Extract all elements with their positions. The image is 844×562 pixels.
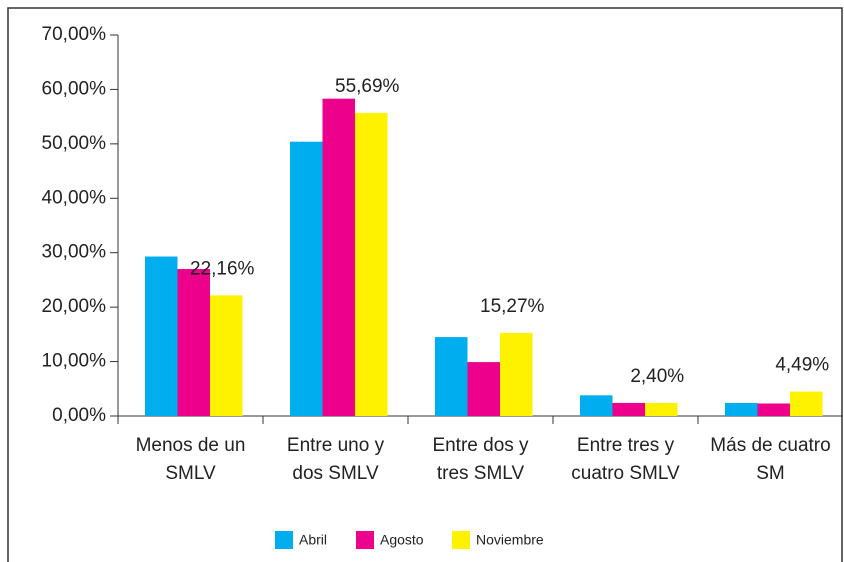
legend-swatch (452, 531, 470, 549)
bar (645, 402, 678, 416)
x-tick-label: tres SMLV (437, 463, 525, 484)
y-tick-label: 10,00% (42, 351, 107, 372)
bar (355, 112, 388, 417)
legend-swatch (275, 531, 293, 549)
x-tick-label: SM (756, 463, 785, 484)
legend-label: Agosto (380, 532, 424, 548)
y-tick-label: 0,00% (52, 405, 106, 426)
bar (210, 295, 243, 416)
bar (322, 98, 355, 416)
y-tick-label: 50,00% (42, 133, 107, 154)
frame (7, 7, 843, 562)
x-tick-label: SMLV (165, 463, 216, 484)
bar (145, 256, 178, 416)
x-tick-label: cuatro SMLV (571, 463, 680, 484)
x-tick-label: Entre tres y (577, 435, 675, 456)
bar (580, 395, 613, 416)
legend-swatch (356, 531, 374, 549)
value-label: 4,49% (775, 355, 829, 376)
y-tick-label: 70,00% (42, 24, 107, 45)
bar (500, 332, 533, 416)
bar (435, 337, 468, 416)
value-label: 22,16% (190, 258, 255, 279)
x-tick-label: Menos de un (136, 435, 246, 456)
value-label: 2,40% (630, 366, 684, 387)
legend-label: Abril (299, 532, 327, 548)
x-tick-label: Entre dos y (432, 435, 529, 456)
y-tick-label: 60,00% (42, 78, 107, 99)
y-tick-label: 20,00% (42, 296, 107, 317)
bar (612, 402, 645, 416)
x-tick-label: Entre uno y (287, 435, 385, 456)
y-tick-label: 30,00% (42, 242, 107, 263)
bar (290, 141, 323, 416)
bar (790, 391, 823, 416)
legend-label: Noviembre (476, 532, 544, 548)
bar (757, 403, 790, 416)
y-tick-label: 40,00% (42, 187, 107, 208)
bar (467, 362, 500, 416)
value-label: 55,69% (335, 76, 400, 97)
bar (725, 402, 758, 416)
bar (177, 269, 210, 416)
x-tick-label: dos SMLV (292, 463, 379, 484)
x-tick-label: Más de cuatro (710, 435, 830, 456)
value-label: 15,27% (480, 296, 545, 317)
